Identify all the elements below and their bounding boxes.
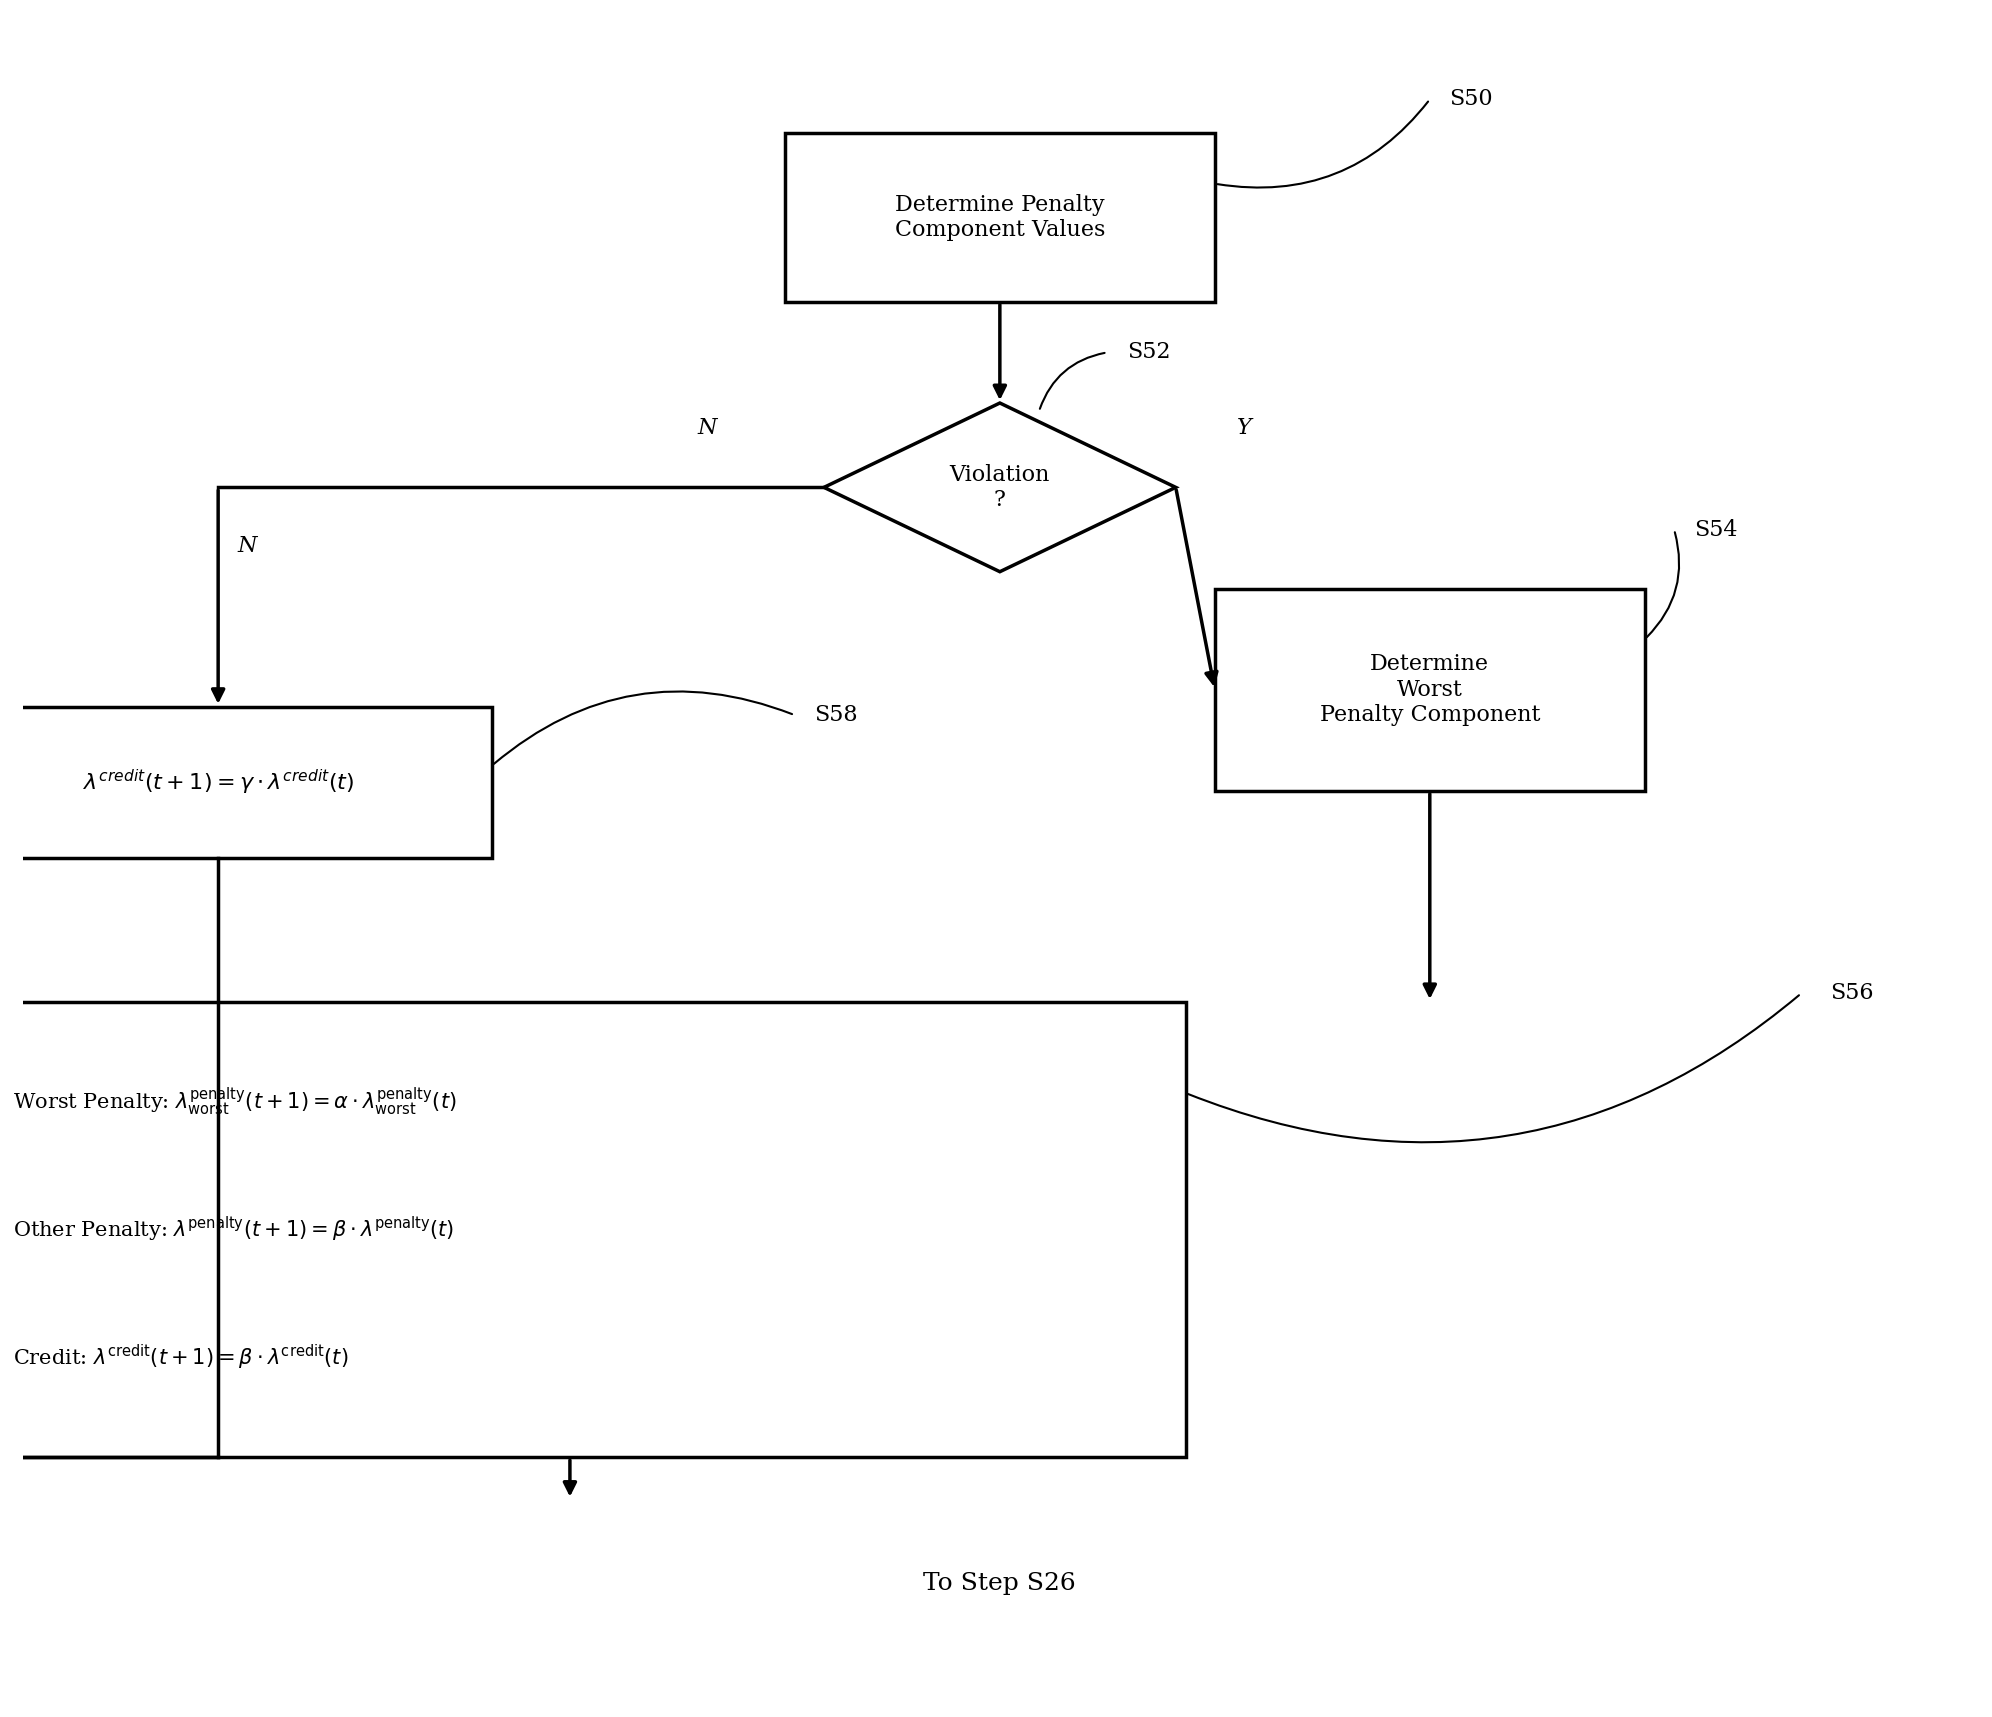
FancyBboxPatch shape [0, 1003, 1185, 1458]
Text: S52: S52 [1127, 342, 1171, 364]
FancyBboxPatch shape [0, 707, 492, 858]
Text: N: N [697, 417, 717, 440]
Text: Determine Penalty
Component Values: Determine Penalty Component Values [894, 194, 1106, 240]
Text: Y: Y [1237, 417, 1251, 440]
Text: S50: S50 [1450, 88, 1492, 110]
Text: N: N [237, 536, 257, 558]
Text: Worst Penalty: $\lambda_{\mathsf{worst}}^{\mathsf{penalty}}(t+1) = \alpha\cdot\l: Worst Penalty: $\lambda_{\mathsf{worst}}… [12, 1085, 456, 1118]
Text: S58: S58 [815, 704, 859, 726]
Text: Other Penalty: $\lambda^{\mathsf{penalty}}(t+1) = \beta\cdot\lambda^{\mathsf{pen: Other Penalty: $\lambda^{\mathsf{penalty… [12, 1216, 454, 1245]
Text: S54: S54 [1693, 519, 1737, 541]
FancyBboxPatch shape [1215, 589, 1645, 792]
Text: S56: S56 [1831, 982, 1874, 1004]
Text: $\lambda^{credit}(t+1)=\gamma\cdot\lambda^{credit}(t)$: $\lambda^{credit}(t+1)=\gamma\cdot\lambd… [82, 767, 355, 797]
Polygon shape [825, 403, 1175, 572]
Text: Determine
Worst
Penalty Component: Determine Worst Penalty Component [1319, 654, 1540, 726]
Text: To Step S26: To Step S26 [924, 1573, 1076, 1595]
Text: Violation
?: Violation ? [950, 464, 1050, 512]
FancyBboxPatch shape [785, 134, 1215, 302]
Text: Credit: $\lambda^{\mathsf{credit}}(t+1)= \beta\cdot\lambda^{\mathsf{credit}}(t)$: Credit: $\lambda^{\mathsf{credit}}(t+1)=… [12, 1343, 349, 1372]
